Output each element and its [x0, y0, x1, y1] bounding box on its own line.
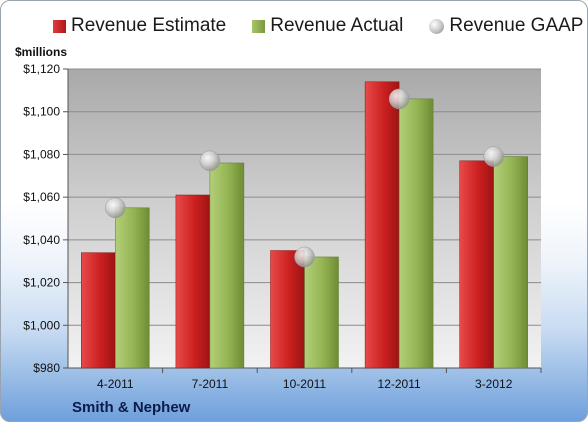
y-tick-label: $1,000 [23, 318, 60, 332]
bar-revenue-estimate [175, 194, 211, 369]
bar-revenue-estimate [459, 160, 494, 369]
legend-marker-gaap [429, 18, 445, 34]
y-tick-label: $1,020 [23, 276, 60, 290]
bar-revenue-estimate [364, 81, 400, 369]
x-tick-label: 4-2011 [97, 377, 134, 391]
bar-revenue-estimate [81, 252, 116, 369]
legend-item-revenue-gaap: Revenue GAAP [429, 15, 583, 37]
y-tick-label: $1,120 [23, 62, 60, 76]
chart-legend: Revenue Estimate Revenue Actual Revenue … [53, 15, 587, 37]
marker-revenue-gaap [199, 150, 221, 172]
legend-item-revenue-actual: Revenue Actual [252, 15, 403, 37]
y-tick-label: $1,060 [23, 190, 60, 204]
legend-label-actual: Revenue Actual [270, 15, 404, 36]
x-tick-label: 12-2011 [378, 377, 421, 391]
legend-swatch-estimate [53, 19, 66, 33]
y-tick-label: $980 [33, 361, 60, 375]
legend-item-revenue-estimate: Revenue Estimate [53, 15, 226, 37]
bar-revenue-actual [493, 156, 528, 369]
marker-revenue-gaap [483, 146, 504, 167]
y-tick-label: $1,040 [23, 233, 60, 247]
bar-revenue-estimate [270, 250, 305, 369]
marker-revenue-gaap [105, 197, 126, 219]
y-tick-label: $1,100 [23, 105, 60, 119]
x-tick-label: 7-2011 [192, 377, 229, 391]
bar-revenue-actual [304, 256, 339, 369]
y-tick-label: $1,080 [23, 147, 60, 161]
marker-revenue-gaap [294, 246, 315, 268]
marker-revenue-gaap [388, 88, 410, 110]
bar-revenue-actual [398, 98, 434, 369]
legend-label-gaap: Revenue GAAP [449, 15, 584, 36]
company-name: Smith & Nephew [72, 399, 191, 416]
legend-swatch-actual [252, 19, 266, 33]
bar-revenue-actual [209, 162, 245, 369]
x-tick-label: 3-2012 [475, 377, 513, 391]
y-axis-unit-label: $millions [15, 45, 68, 59]
x-tick-label: 10-2011 [283, 377, 326, 391]
legend-label-estimate: Revenue Estimate [71, 15, 227, 36]
bar-revenue-actual [115, 207, 150, 369]
